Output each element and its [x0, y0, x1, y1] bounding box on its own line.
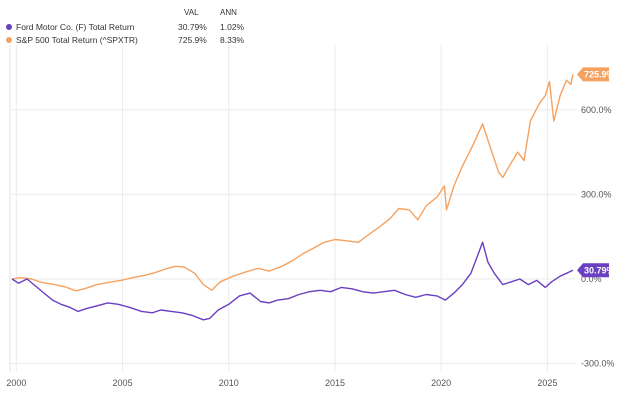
- series-lines: [11, 74, 574, 321]
- end-badge-label: 725.9%: [584, 69, 615, 79]
- end-badge-shape: [577, 263, 609, 278]
- legend-val-ford: 30.79%: [178, 22, 207, 32]
- x-axis-ticks: 2000 2005 2010 2015 2020 2025: [6, 378, 557, 388]
- end-badges: 725.9% 30.79%: [577, 67, 615, 278]
- legend-header-val: VAL: [184, 8, 199, 17]
- grid: [9, 45, 575, 372]
- series-line-0: [11, 74, 574, 292]
- ford-legend-dot-icon: [6, 24, 12, 30]
- y-tick-label: 600.0%: [581, 105, 612, 115]
- end-badge-0: 725.9%: [577, 67, 615, 82]
- end-badge-1: 30.79%: [577, 263, 615, 278]
- end-badge-shape: [577, 67, 609, 82]
- legend-header-ann: ANN: [220, 8, 237, 17]
- x-tick-label: 2010: [219, 378, 239, 388]
- y-axis-ticks: 600.0% 300.0% 0.0% -300.0%: [581, 105, 615, 369]
- series-line-1: [11, 241, 574, 321]
- legend-val-sp500: 725.9%: [178, 35, 207, 45]
- legend-ann-ford: 1.02%: [220, 22, 245, 32]
- legend-name-sp500: S&P 500 Total Return (^SPXTR): [16, 35, 138, 45]
- legend-ann-sp500: 8.33%: [220, 35, 245, 45]
- y-tick-label: -300.0%: [581, 359, 615, 369]
- x-tick-label: 2020: [431, 378, 451, 388]
- legend-name-ford: Ford Motor Co. (F) Total Return: [16, 22, 135, 32]
- y-tick-label: 300.0%: [581, 189, 612, 199]
- x-tick-label: 2005: [113, 378, 133, 388]
- end-badge-label: 30.79%: [584, 265, 615, 275]
- x-tick-label: 2015: [325, 378, 345, 388]
- sp500-legend-dot-icon: [6, 37, 12, 43]
- x-tick-label: 2000: [6, 378, 26, 388]
- x-tick-label: 2025: [537, 378, 557, 388]
- y-tick-label: 0.0%: [581, 274, 602, 284]
